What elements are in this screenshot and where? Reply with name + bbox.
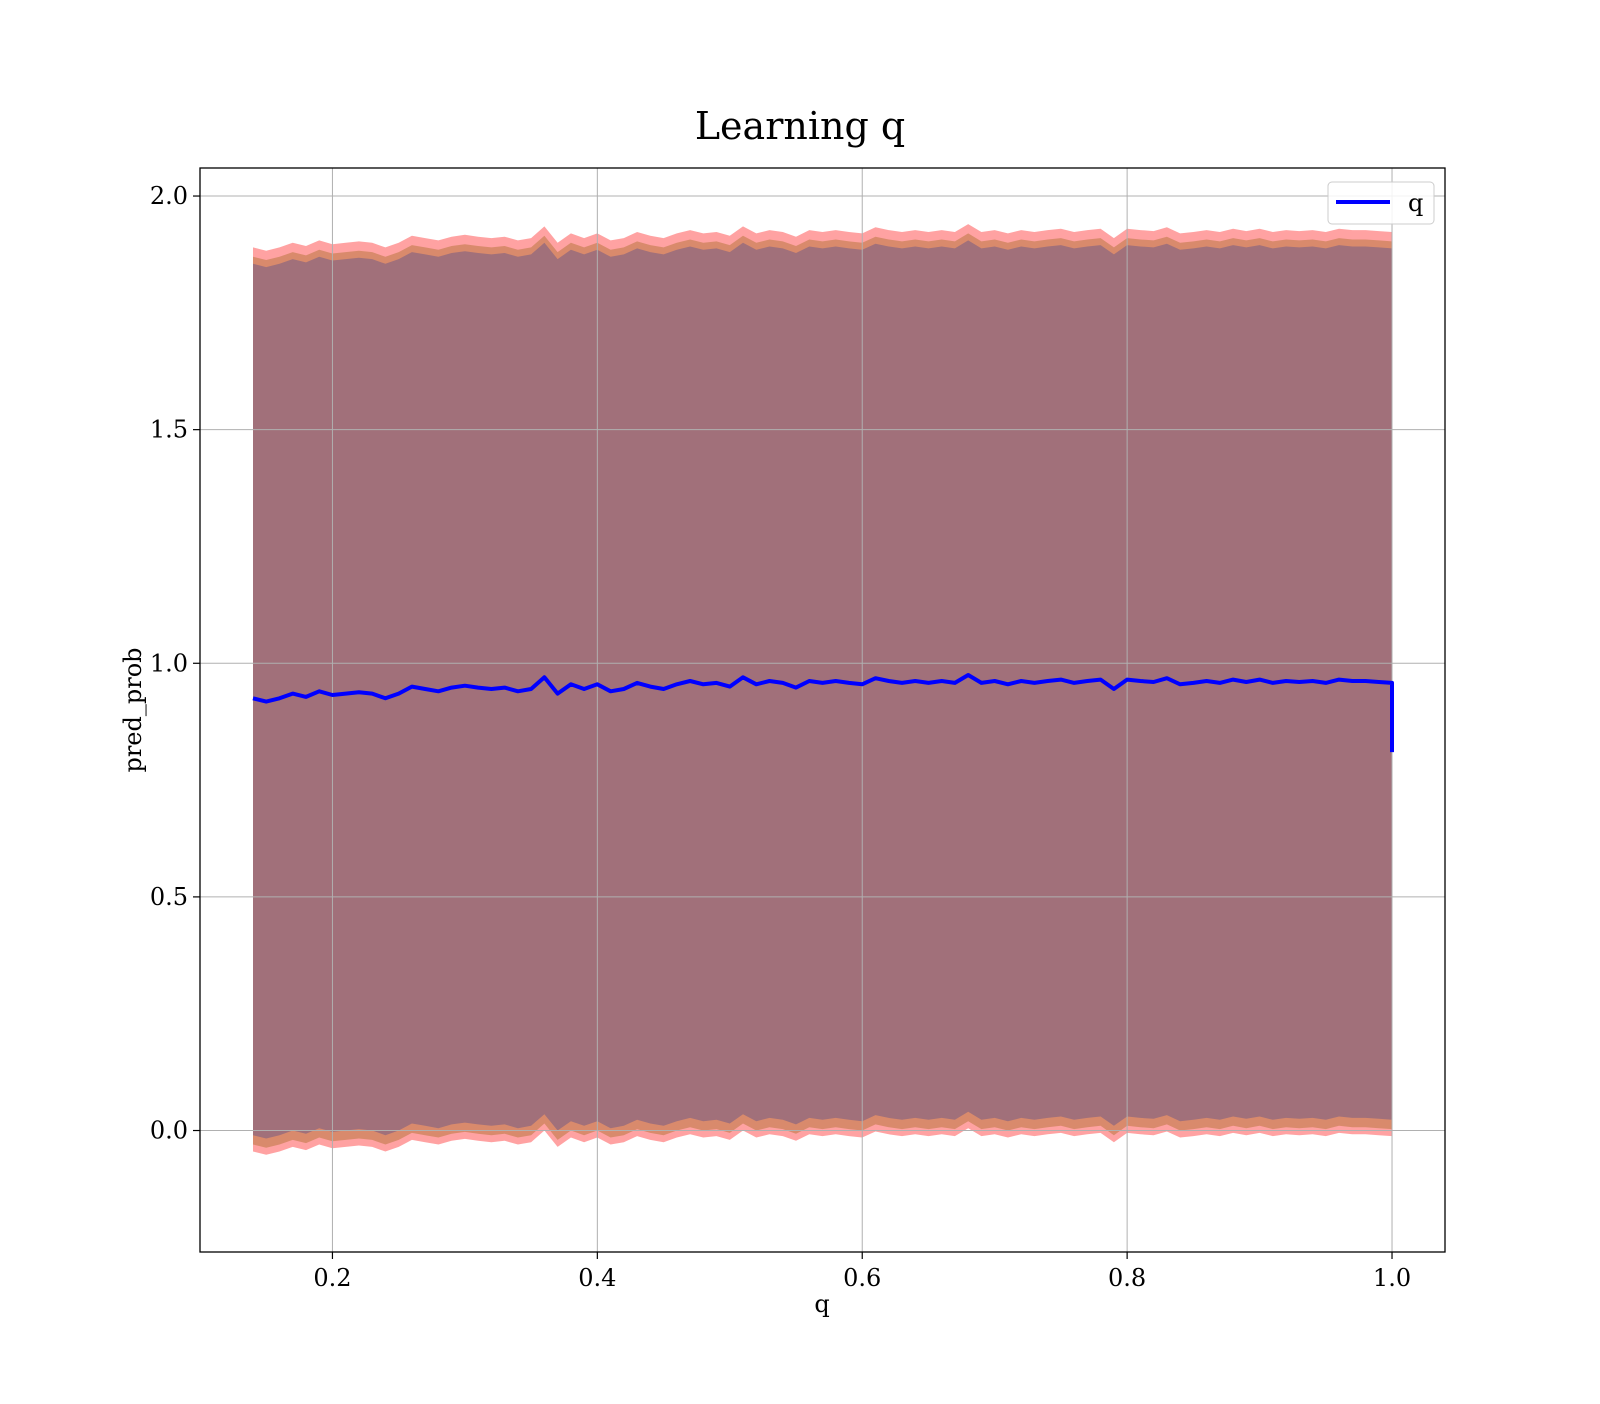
x-axis-ticks: 0.2 0.4 0.6 0.8 1.0 (313, 1252, 1411, 1292)
x-tick-label: 0.4 (578, 1264, 616, 1292)
legend-label: q (1408, 189, 1423, 217)
series-line-q (252, 673, 1394, 753)
plot-frame (199, 167, 1446, 1253)
series-lines (252, 673, 1394, 753)
y-axis-label: pred_prob (119, 647, 147, 772)
y-tick-label: 1.0 (150, 649, 188, 677)
y-tick-label: 1.5 (150, 416, 188, 444)
x-tick-label: 0.2 (313, 1264, 351, 1292)
grid-lines (200, 168, 1445, 1252)
legend: q (1327, 181, 1435, 225)
y-tick-label: 0.0 (150, 1117, 188, 1145)
confidence-band-3 (253, 240, 1392, 1139)
x-tick-label: 1.0 (1373, 1264, 1411, 1292)
y-tick-label: 0.5 (150, 883, 188, 911)
y-axis-ticks: 0.0 0.5 1.0 1.5 2.0 (150, 182, 200, 1145)
x-tick-label: 0.8 (1108, 1264, 1146, 1292)
x-tick-label: 0.6 (843, 1264, 881, 1292)
confidence-bands (253, 224, 1392, 1155)
y-tick-label: 2.0 (150, 182, 188, 210)
x-axis-label: q (814, 1290, 829, 1318)
chart-title: Learning q (695, 104, 905, 148)
